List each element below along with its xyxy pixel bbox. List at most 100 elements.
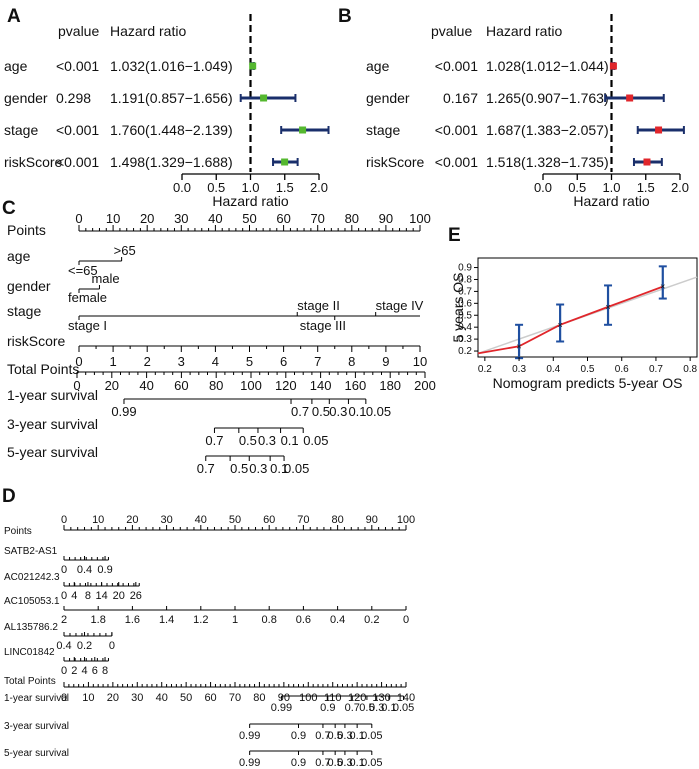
nomo-c-gender-level: male [91,271,119,286]
nomo-d-linc01842-tick-label: 0 [61,665,67,677]
nomo-c-points-tick-label: 40 [208,211,222,226]
calibration-y-tick-label: 0.9 [458,263,472,274]
forest-a-row-pvalue: <0.001 [56,58,99,74]
nomo-d-ac021242-3-tick-label: 14 [95,590,107,602]
nomo-d-satb2-as1-tick-label: 0 [61,564,67,576]
nomo-d-ac105053-1-tick-label: 0.8 [262,614,277,626]
forest-a-x-tick-label: 2.0 [310,180,328,195]
nomo-d-totalpoints-tick-label: 110 [324,692,342,704]
nomo-d-linc01842-tick-label: 2 [71,665,77,677]
nomo-d-3-year-survival-tick-label: 0.7 [315,730,330,742]
nomo-c-points-tick-label: 50 [242,211,256,226]
nomo-d-ac105053-1-name: AC105053.1 [4,596,60,607]
nomo-d-linc01842-name: LINC01842 [4,647,55,658]
calibration-x-tick-label: 0.8 [683,364,697,375]
nomo-c-gender-level: female [68,290,107,305]
calibration-x-tick-label: 0.4 [546,364,560,375]
nomo-c-totalpoints-tick-label: 160 [345,378,367,393]
calibration-x-tick-label: 0.2 [478,364,492,375]
nomo-c-points-name: Points [7,222,46,238]
nomo-c-1-year-survival-tick-label: 0.99 [111,404,136,419]
nomo-c-1-year-survival-tick-label: 0.3 [329,404,347,419]
nomo-c-points-tick-label: 60 [276,211,290,226]
nomo-d-5-year-survival-tick-label: 0.05 [361,757,382,769]
nomo-c-totalpoints-tick-label: 80 [209,378,223,393]
panel-label-C: C [2,198,16,219]
nomo-c-points-tick-label: 0 [75,211,82,226]
forest-a-row-hr: 1.191(0.857−1.656) [110,90,233,106]
nomo-d-points-tick-label: 100 [397,514,415,526]
calibration-y-tick-label: 0.3 [458,334,472,345]
nomo-d-al135786-2-tick-label: 0 [109,640,115,652]
nomo-c-5-year-survival-tick-label: 0.05 [284,461,309,476]
nomo-d-5-year-survival-tick-label: 0.3 [337,757,352,769]
nomo-c-stage-level: stage IV [376,298,424,313]
forest-a-hr-point [281,158,289,166]
nomo-d-5-year-survival-tick-label: 0.99 [239,757,260,769]
nomo-d-points-tick-label: 90 [366,514,378,526]
nomo-d-3-year-survival-tick-label: 0.1 [349,730,364,742]
nomo-d-1-year-survival-tick-label: 0.9 [320,702,335,714]
nomo-c-totalpoints-tick-label: 40 [139,378,153,393]
nomo-d-5-year-survival-tick-label: 0.1 [349,757,364,769]
nomo-c-1-year-survival-tick-label: 0.1 [348,404,366,419]
forest-a-hr-point [260,94,268,102]
nomo-c-points-tick-label: 10 [106,211,120,226]
forest-b-row-pvalue: <0.001 [435,122,478,138]
forest-b-x-tick-label: 2.0 [671,180,689,195]
forest-a-hr-header: Hazard ratio [110,23,186,39]
nomo-c-riskscore-tick-label: 9 [382,354,389,369]
forest-b-x-tick-label: 0.5 [568,180,586,195]
nomo-c-points-tick-label: 100 [409,211,431,226]
nomo-d-totalpoints-tick-label: 100 [299,692,317,704]
nomo-c-riskscore-tick-label: 4 [212,354,219,369]
forest-a-row-pvalue: <0.001 [56,122,99,138]
nomo-d-ac105053-1-tick-label: 0.6 [296,614,311,626]
forest-b-row-name: stage [366,122,400,138]
nomo-d-linc01842-tick-label: 8 [102,665,108,677]
nomo-d-ac105053-1-tick-label: 0.4 [330,614,345,626]
nomo-d-ac105053-1-tick-label: 2 [61,614,67,626]
nomo-c-3-year-survival-name: 3-year survival [7,416,98,432]
nomo-c-riskscore-name: riskScore [7,333,66,349]
nomo-c-5-year-survival-tick-label: 0.7 [197,461,215,476]
nomo-c-riskscore-tick-label: 10 [413,354,427,369]
nomo-c-riskscore-tick-label: 5 [246,354,253,369]
forest-b-row-hr: 1.028(1.012−1.044) [486,58,609,74]
nomo-d-1-year-survival-tick-label: 0.3 [369,702,384,714]
nomo-d-totalpoints-name: Total Points [4,676,56,687]
nomo-d-3-year-survival-tick-label: 0.3 [337,730,352,742]
forest-a-row-name: gender [4,90,48,106]
forest-a-row-pvalue: 0.298 [56,90,91,106]
forest-b-hr-header: Hazard ratio [486,23,562,39]
nomo-c-totalpoints-tick-label: 60 [174,378,188,393]
nomo-c-totalpoints-tick-label: 100 [240,378,262,393]
nomo-c-points-tick-label: 30 [174,211,188,226]
nomo-c-points-tick-label: 20 [140,211,154,226]
forest-b-row-name: age [366,58,390,74]
forest-a-x-tick-label: 0.0 [173,180,191,195]
nomo-d-5-year-survival-tick-label: 0.5 [328,757,343,769]
calibration-point: × [516,341,521,351]
nomo-d-ac021242-3-tick-label: 4 [71,590,77,602]
panel-label-A: A [7,6,21,27]
calibration-y-tick-label: 0.7 [458,286,472,297]
calibration-point: × [605,302,610,312]
nomo-d-ac021242-3-tick-label: 0 [61,590,67,602]
nomo-d-points-tick-label: 80 [331,514,343,526]
nomo-d-ac105053-1-tick-label: 1.6 [125,614,140,626]
forest-b-row-name: riskScore [366,154,425,170]
nomo-d-al135786-2-tick-label: 0.4 [56,640,71,652]
nomo-c-riskscore-tick-label: 8 [348,354,355,369]
nomo-d-totalpoints-tick-label: 140 [397,692,415,704]
forest-b-hr-point [609,62,617,70]
nomo-c-5-year-survival-tick-label: 0.3 [249,461,267,476]
nomo-c-1-year-survival-tick-label: 0.05 [366,404,391,419]
nomo-d-points-tick-label: 30 [160,514,172,526]
forest-a-row-pvalue: <0.001 [56,154,99,170]
forest-b-x-tick-label: 1.5 [637,180,655,195]
nomo-c-3-year-survival-tick-label: 0.1 [281,433,299,448]
nomo-d-ac105053-1-tick-label: 1.4 [159,614,174,626]
nomo-d-ac021242-3-name: AC021242.3 [4,572,60,583]
calibration-x-tick-label: 0.7 [649,364,663,375]
